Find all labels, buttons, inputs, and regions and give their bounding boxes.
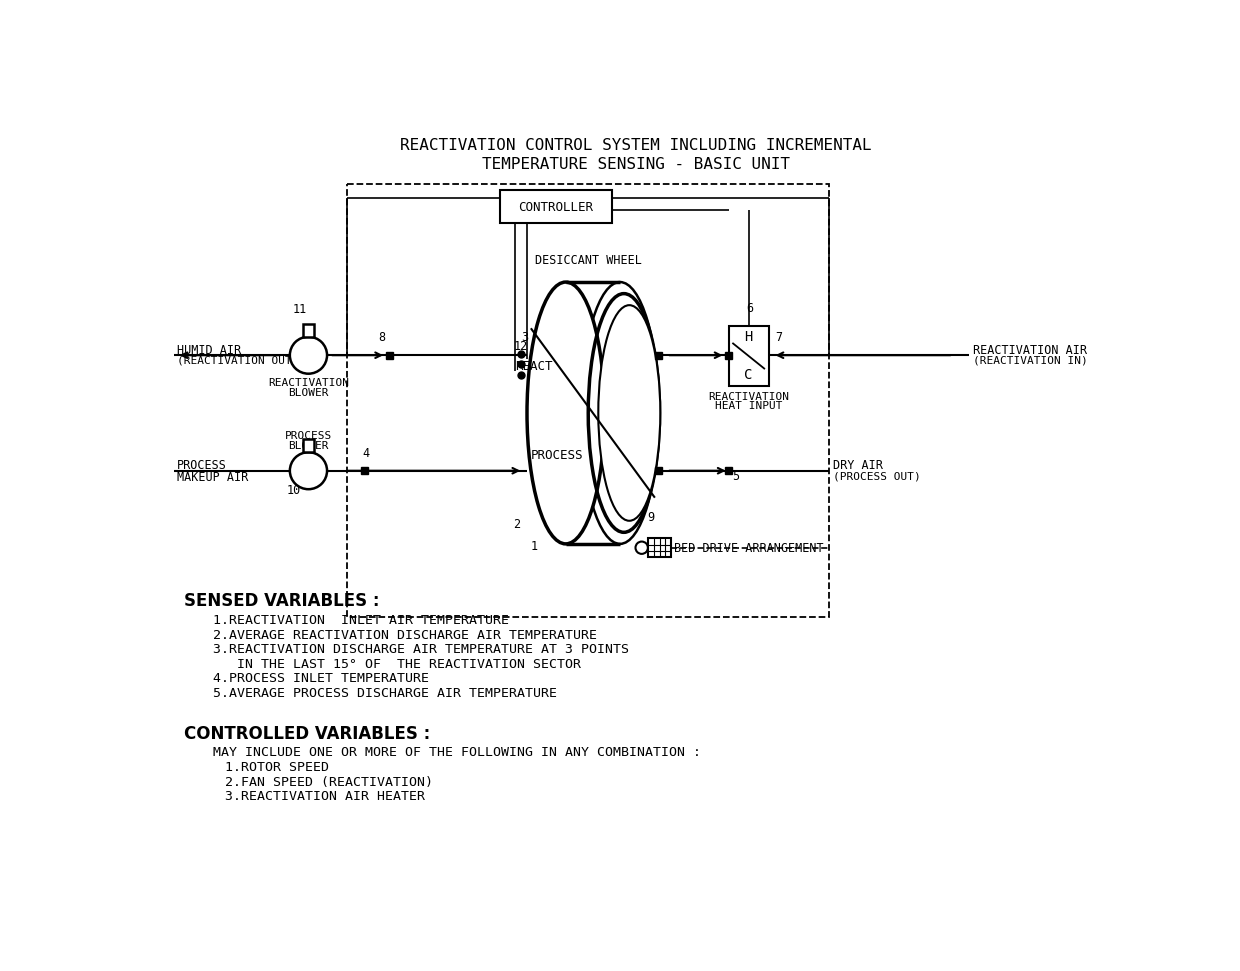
Text: REACTIVATION CONTROL SYSTEM INCLUDING INCREMENTAL: REACTIVATION CONTROL SYSTEM INCLUDING IN… [399, 138, 872, 153]
Text: H: H [744, 330, 753, 344]
Text: BLOWER: BLOWER [288, 441, 329, 451]
Bar [304, 323, 314, 337]
Text: HUMID AIR: HUMID AIR [176, 344, 241, 356]
Text: 2: 2 [513, 519, 520, 531]
Bar [725, 467, 732, 474]
Text: 10: 10 [286, 484, 301, 497]
Text: 2.FAN SPEED (REACTIVATION): 2.FAN SPEED (REACTIVATION) [224, 776, 433, 788]
Text: REACT: REACT [516, 360, 553, 373]
Text: DESICCANT WHEEL: DESICCANT WHEEL [534, 253, 641, 267]
Bar [361, 467, 368, 474]
Text: (PROCESS OUT): (PROCESS OUT) [833, 472, 921, 482]
Text: BED DRIVE ARRANGEMENT: BED DRIVE ARRANGEMENT [675, 542, 823, 554]
Text: 7: 7 [775, 331, 782, 345]
Text: TEMPERATURE SENSING - BASIC UNIT: TEMPERATURE SENSING - BASIC UNIT [481, 156, 790, 172]
Text: SENSED VARIABLES :: SENSED VARIABLES : [185, 592, 379, 611]
Text: MAKEUP AIR: MAKEUP AIR [176, 472, 248, 485]
Circle shape [290, 452, 327, 489]
Text: 3: 3 [521, 331, 528, 345]
Text: 5: 5 [733, 470, 739, 483]
Text: CONTROLLER: CONTROLLER [518, 201, 594, 214]
Text: PROCESS: PROCESS [285, 431, 332, 441]
Text: IN THE LAST 15° OF  THE REACTIVATION SECTOR: IN THE LAST 15° OF THE REACTIVATION SECT… [213, 657, 582, 671]
Ellipse shape [598, 305, 660, 520]
Text: 3.REACTIVATION DISCHARGE AIR TEMPERATURE AT 3 POINTS: 3.REACTIVATION DISCHARGE AIR TEMPERATURE… [213, 643, 629, 656]
Text: 1.ROTOR SPEED: 1.ROTOR SPEED [224, 761, 329, 774]
Text: 12: 12 [513, 340, 528, 352]
Text: PROCESS: PROCESS [531, 449, 583, 462]
Text: BLOWER: BLOWER [288, 388, 329, 398]
Text: 4: 4 [363, 447, 370, 460]
Bar [649, 539, 671, 557]
Bar [655, 352, 662, 358]
Text: PROCESS: PROCESS [176, 459, 227, 472]
Text: HEAT INPUT: HEAT INPUT [715, 401, 782, 412]
Text: (REACTIVATION OUT): (REACTIVATION OUT) [176, 356, 298, 366]
Bar [500, 190, 613, 222]
Text: REACTIVATION AIR: REACTIVATION AIR [972, 344, 1086, 356]
Bar [725, 352, 732, 358]
Text: 6: 6 [746, 302, 754, 316]
Bar [347, 184, 830, 617]
Bar [729, 326, 769, 386]
Text: REACTIVATION: REACTIVATION [708, 392, 789, 402]
Circle shape [290, 337, 327, 374]
Text: MAY INCLUDE ONE OR MORE OF THE FOLLOWING IN ANY COMBINATION :: MAY INCLUDE ONE OR MORE OF THE FOLLOWING… [213, 747, 701, 759]
Text: 9: 9 [647, 511, 655, 523]
Text: C: C [744, 368, 753, 383]
Text: 2.AVERAGE REACTIVATION DISCHARGE AIR TEMPERATURE: 2.AVERAGE REACTIVATION DISCHARGE AIR TEM… [213, 628, 598, 642]
Circle shape [635, 542, 649, 553]
Text: 3.REACTIVATION AIR HEATER: 3.REACTIVATION AIR HEATER [224, 790, 425, 803]
Text: 1: 1 [531, 540, 538, 553]
Text: 4.PROCESS INLET TEMPERATURE: 4.PROCESS INLET TEMPERATURE [213, 673, 429, 686]
Bar [655, 467, 662, 474]
Text: CONTROLLED VARIABLES :: CONTROLLED VARIABLES : [185, 724, 430, 743]
Text: 8: 8 [378, 331, 386, 345]
Text: DRY AIR: DRY AIR [833, 459, 883, 472]
Text: 5.AVERAGE PROCESS DISCHARGE AIR TEMPERATURE: 5.AVERAGE PROCESS DISCHARGE AIR TEMPERAT… [213, 687, 557, 700]
Text: (REACTIVATION IN): (REACTIVATION IN) [972, 356, 1087, 366]
Text: 1.REACTIVATION  INLET AIR TEMPERATURE: 1.REACTIVATION INLET AIR TEMPERATURE [213, 614, 510, 627]
Ellipse shape [527, 282, 605, 544]
Text: 11: 11 [293, 303, 308, 316]
Text: REACTIVATION: REACTIVATION [268, 379, 348, 388]
Bar [304, 439, 314, 452]
Bar [386, 352, 393, 358]
